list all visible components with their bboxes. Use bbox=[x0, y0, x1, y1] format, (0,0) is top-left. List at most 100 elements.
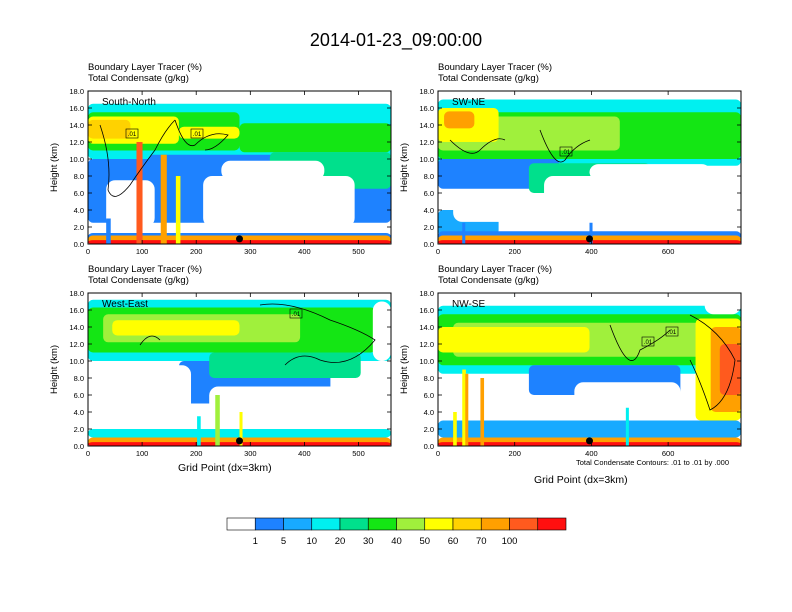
panel-3-title: West-East bbox=[102, 299, 148, 310]
panel-2-clear-region-2 bbox=[544, 176, 717, 223]
panel-2-xtick-label: 0 bbox=[436, 247, 440, 256]
panel-4-header: Boundary Layer Tracer (%) Total Condensa… bbox=[438, 264, 552, 286]
panel-2-title: SW-NE bbox=[452, 97, 485, 108]
panel-3-shade-band-6 bbox=[209, 352, 361, 378]
panel-3-ytick-label: 12.0 bbox=[69, 340, 84, 349]
panel-4-plume-2 bbox=[462, 369, 466, 446]
panel-1-xtick-label: 0 bbox=[86, 247, 90, 256]
panel-3-clear-region-2 bbox=[209, 386, 361, 425]
panel-1-ytick-label: 10.0 bbox=[69, 155, 84, 164]
panel-3-contour-field: Total Condensate (g/kg) bbox=[88, 275, 189, 286]
panel-3-xtick-label: 100 bbox=[136, 449, 149, 458]
panel-2-contour-field: Total Condensate (g/kg) bbox=[438, 73, 539, 84]
panel-3-ytick-label: 0.0 bbox=[74, 442, 84, 451]
colorbar-swatch-3 bbox=[283, 517, 313, 531]
panel-2-ytick-label: 10.0 bbox=[419, 155, 434, 164]
colorbar: 1 5 10 20 30 40 50 60 70 100 bbox=[226, 517, 567, 547]
panel-1-shaded-field: Boundary Layer Tracer (%) bbox=[88, 62, 203, 73]
panel-3-condensate-contour-2 bbox=[259, 303, 376, 366]
panel-3-xtick-label: 500 bbox=[352, 449, 365, 458]
colorbar-label-3: 10 bbox=[306, 536, 317, 547]
panel-3-frame bbox=[87, 292, 392, 447]
panel-2-ytick-label: 14.0 bbox=[419, 121, 434, 130]
panel-4-ytick-label: 2.0 bbox=[424, 425, 434, 434]
panel-3-ytick-label: 10.0 bbox=[69, 357, 84, 366]
panel-2-shade-band-5 bbox=[444, 111, 475, 129]
panel-3-clear-region-3 bbox=[372, 301, 391, 361]
panel-3-xtick-label: 300 bbox=[244, 449, 257, 458]
panel-2-plume-2 bbox=[589, 222, 593, 244]
panel-4-title: NW-SE bbox=[452, 299, 485, 310]
panel-3-ytick-label: 14.0 bbox=[69, 323, 84, 332]
colorbar-label-6: 40 bbox=[391, 536, 402, 547]
panel-2-xtick-label: 400 bbox=[585, 247, 598, 256]
panel-1-shade-band-7 bbox=[178, 126, 240, 139]
panel-3-contour-label-box bbox=[289, 308, 303, 319]
panel-1-ytick-label: 8.0 bbox=[74, 172, 84, 181]
panel-4-clear-region-3 bbox=[704, 293, 741, 315]
colorbar-swatch-4 bbox=[311, 517, 341, 531]
panel-2-clear-region-1 bbox=[453, 194, 529, 222]
panel-4-ylabel: Height (km) bbox=[399, 345, 410, 394]
colorbar-swatch-6 bbox=[367, 517, 397, 531]
panel-2-ytick-label: 0.0 bbox=[424, 240, 434, 249]
panel-2-xtick-label: 200 bbox=[508, 247, 521, 256]
panel-2-header: Boundary Layer Tracer (%) Total Condensa… bbox=[438, 62, 552, 84]
panel-2-xtick-label: 600 bbox=[662, 247, 675, 256]
panel-1-contour-field: Total Condensate (g/kg) bbox=[88, 73, 189, 84]
panel-1-location-marker bbox=[236, 235, 243, 243]
panel-1-contour-label: .01 bbox=[128, 132, 137, 138]
panel-3-ytick-label: 8.0 bbox=[74, 374, 84, 383]
panel-2-ytick-label: 6.0 bbox=[424, 189, 434, 198]
colorbar-label-2: 5 bbox=[281, 536, 286, 547]
panel-2-clear-region-3 bbox=[589, 164, 711, 181]
panel-4-ytick-label: 14.0 bbox=[419, 323, 434, 332]
panel-4-ytick-label: 18.0 bbox=[419, 289, 434, 298]
contour-note: Total Condensate Contours: .01 to .01 by… bbox=[576, 458, 730, 467]
panel-1-shade-band-5 bbox=[88, 119, 131, 139]
panel-3-ytick-label: 2.0 bbox=[74, 425, 84, 434]
panel-3-condensate-contour-1 bbox=[139, 335, 161, 346]
panel-2-contour-label-box bbox=[559, 146, 573, 157]
panel-1-condensate-contour-1 bbox=[99, 119, 176, 197]
colorbar-swatch-2 bbox=[254, 517, 284, 531]
panel-1-clear-region-2 bbox=[203, 176, 355, 227]
panel-2-condensate-contour-1 bbox=[449, 138, 506, 154]
panel-4-ytick-label: 8.0 bbox=[424, 374, 434, 383]
figure-title: 2014-01-23_09:00:00 bbox=[309, 30, 483, 50]
panel-4-condensate-contour-1 bbox=[609, 324, 671, 361]
panel-4-shade-band-4 bbox=[438, 327, 590, 353]
panel-4-clear-region-2 bbox=[574, 382, 681, 421]
panel-1-ytick-label: 4.0 bbox=[74, 206, 84, 215]
panel-1-ytick-label: 16.0 bbox=[69, 104, 84, 113]
panel-1-condensate-contour-2 bbox=[174, 119, 229, 151]
panel-4-contour-label-box bbox=[665, 326, 679, 337]
panel-4-contour-field: Total Condensate (g/kg) bbox=[438, 275, 539, 286]
panel-4-plume-1 bbox=[453, 412, 457, 446]
panel-4-contour-label: .01 bbox=[644, 340, 653, 346]
colorbar-swatch-8 bbox=[424, 517, 454, 531]
panel-1-contour-label-box bbox=[125, 128, 139, 139]
panel-2-ytick-label: 18.0 bbox=[419, 87, 434, 96]
panel-3-shade-band-4 bbox=[112, 320, 240, 336]
panel-4-ytick-label: 16.0 bbox=[419, 306, 434, 315]
colorbar-label-4: 20 bbox=[335, 536, 346, 547]
panel-3-ytick-label: 4.0 bbox=[74, 408, 84, 417]
panel-3-ytick-label: 16.0 bbox=[69, 306, 84, 315]
panel-3-location-marker bbox=[236, 437, 243, 445]
panel-4-shade-band-7 bbox=[719, 344, 741, 395]
panel-4-ytick-label: 4.0 bbox=[424, 408, 434, 417]
panel-4-contour-label-box bbox=[641, 336, 655, 347]
panel-4-plume-4 bbox=[480, 378, 485, 446]
panel-3-ylabel: Height (km) bbox=[49, 345, 60, 394]
colorbar-swatch-12 bbox=[537, 517, 567, 531]
panel-2-frame bbox=[437, 90, 742, 245]
panel-2-plot-area bbox=[438, 91, 741, 244]
panel-4-ytick-label: 6.0 bbox=[424, 391, 434, 400]
panel-3-shaded-field: Boundary Layer Tracer (%) bbox=[88, 264, 203, 275]
colorbar-swatch-10 bbox=[480, 517, 510, 531]
panel-1-xtick-label: 100 bbox=[136, 247, 149, 256]
panel-1-title: South-North bbox=[102, 97, 156, 108]
panel-3-clear-region-1 bbox=[103, 365, 192, 425]
panel-3-xtick-label: 400 bbox=[298, 449, 311, 458]
